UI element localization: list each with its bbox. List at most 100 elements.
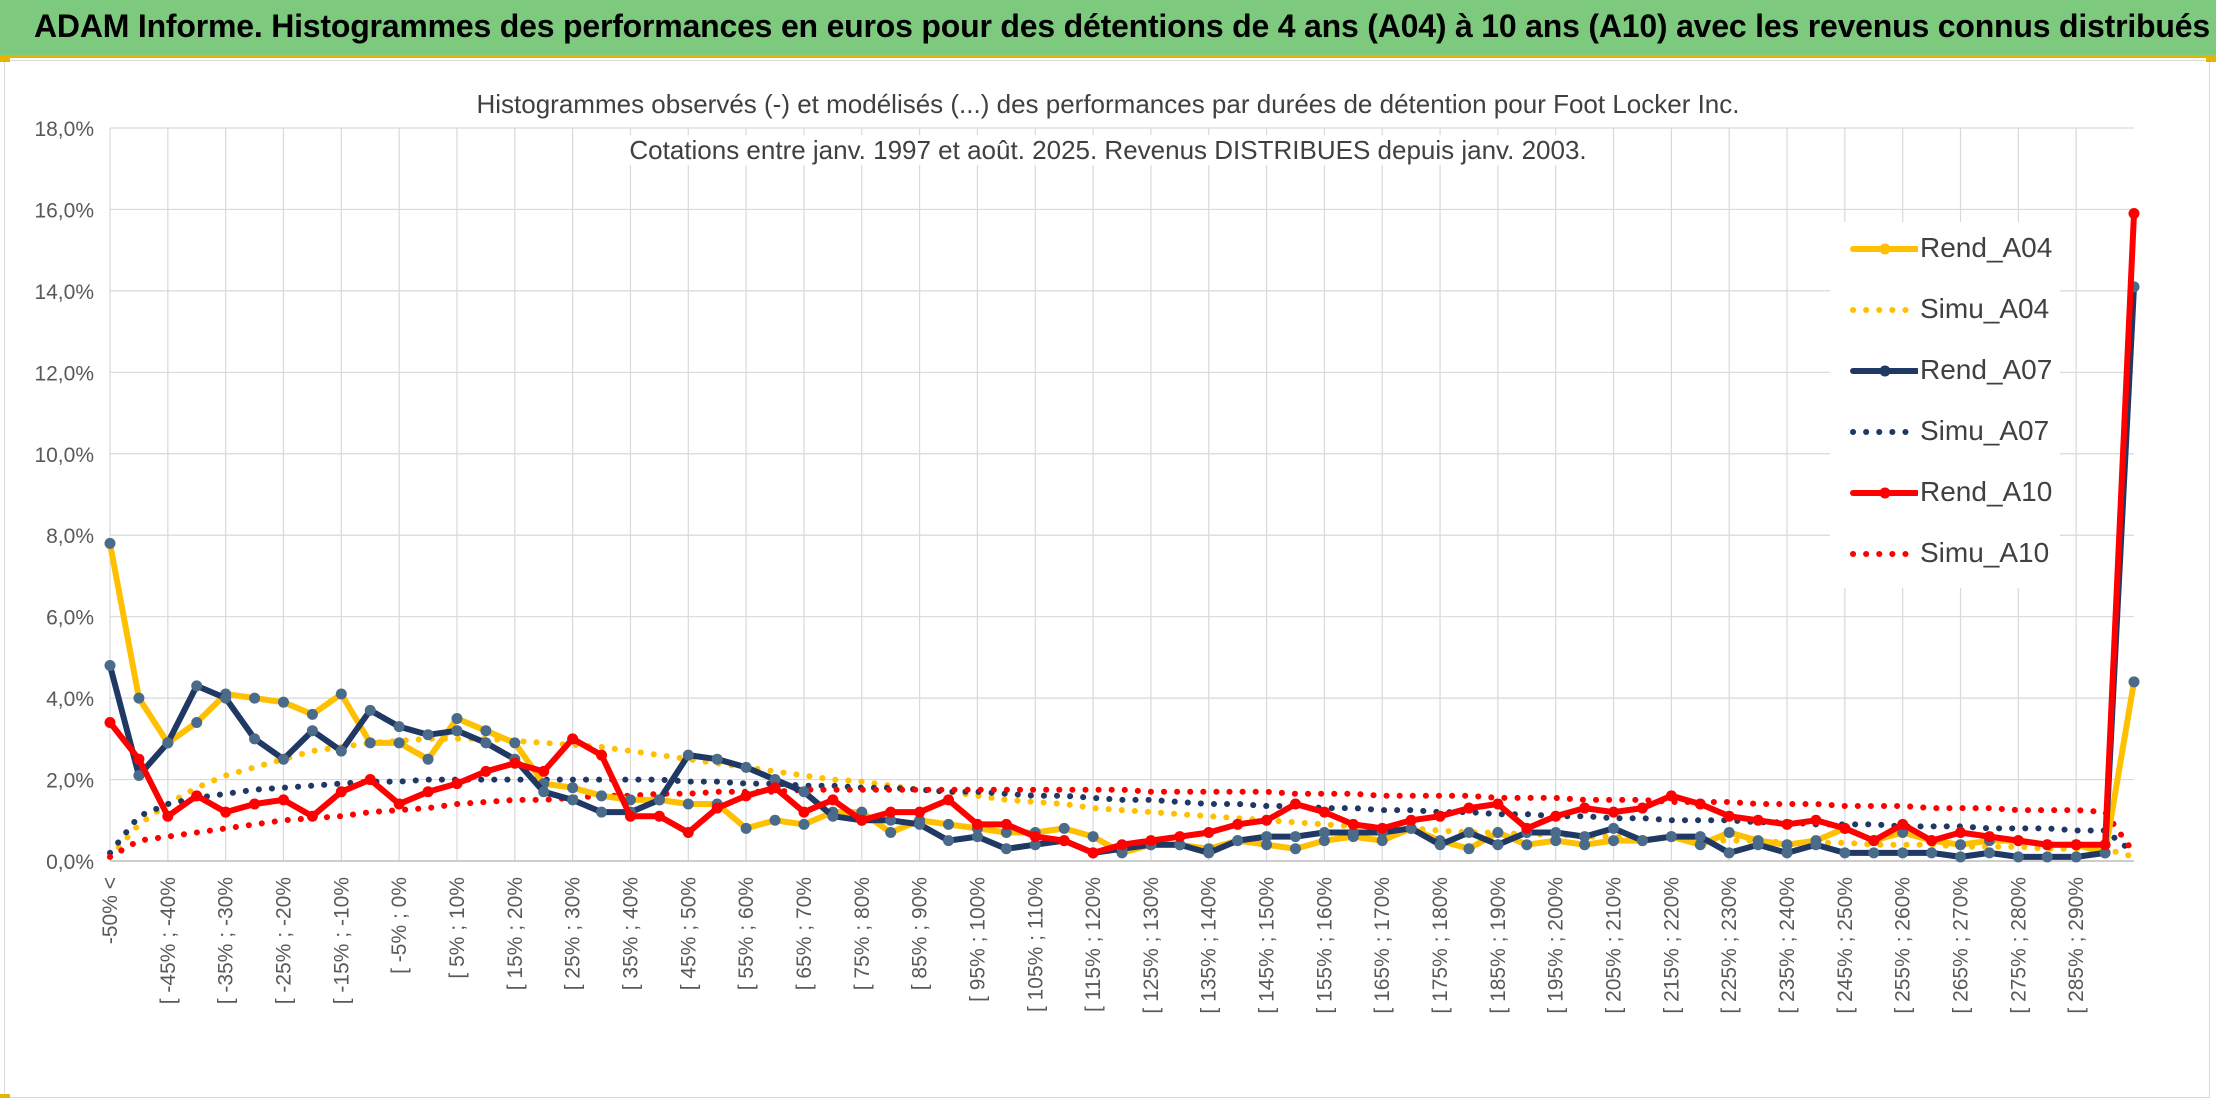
- series-line-simu-a07: [107, 776, 2137, 856]
- data-point: [1174, 831, 1186, 843]
- x-tick-label: [ 135% ; 140%: [1198, 877, 1221, 1014]
- legend-marker: [1879, 487, 1891, 499]
- y-tick-label: 12,0%: [34, 362, 94, 385]
- data-point: [1318, 826, 1330, 838]
- data-point: [133, 769, 145, 781]
- data-point: [885, 814, 897, 826]
- data-point: [1463, 843, 1475, 855]
- x-tick-label: [ 45% ; 50%: [677, 877, 700, 990]
- data-point: [1550, 835, 1562, 847]
- data-point: [480, 765, 492, 777]
- data-point: [943, 818, 955, 830]
- data-point: [191, 790, 203, 802]
- data-point: [1579, 831, 1591, 843]
- data-point: [740, 761, 752, 773]
- x-tick-label: -50% <: [99, 877, 122, 944]
- data-point: [1839, 847, 1851, 859]
- data-point: [2128, 676, 2140, 688]
- data-point: [596, 790, 608, 802]
- data-point: [1608, 835, 1620, 847]
- x-tick-label: [ 55% ; 60%: [735, 877, 758, 990]
- x-tick-label: [ 35% ; 40%: [619, 877, 642, 990]
- data-point: [393, 721, 405, 733]
- data-point: [1636, 835, 1648, 847]
- data-point: [2041, 851, 2053, 863]
- chart-frame: [4, 60, 2210, 1098]
- x-tick-label: [ 25% ; 30%: [562, 877, 585, 990]
- data-point: [1203, 847, 1215, 859]
- x-tick-label: [ 245% ; 250%: [1834, 877, 1857, 1014]
- data-point: [1289, 831, 1301, 843]
- data-point: [653, 810, 665, 822]
- data-point: [1608, 806, 1620, 818]
- data-point: [682, 798, 694, 810]
- data-point: [1868, 847, 1880, 859]
- chart-subtitle: Cotations entre janv. 1997 et août. 2025…: [623, 135, 1593, 165]
- data-point: [856, 814, 868, 826]
- y-tick-label: 18,0%: [34, 118, 94, 141]
- data-point: [1955, 826, 1967, 838]
- data-point: [1174, 839, 1186, 851]
- data-point: [191, 680, 203, 692]
- data-point: [971, 818, 983, 830]
- x-tick-label: [ -45% ; -40%: [157, 877, 180, 1004]
- data-point: [596, 749, 608, 761]
- x-tick-label: [ 145% ; 150%: [1256, 877, 1279, 1014]
- data-point: [1347, 818, 1359, 830]
- legend-marker: [1879, 365, 1891, 377]
- data-point: [1983, 847, 1995, 859]
- data-point: [393, 737, 405, 749]
- data-point: [827, 794, 839, 806]
- chart-title-wrap: Histogrammes observés (-) et modélisés (…: [0, 89, 2216, 120]
- data-point: [798, 786, 810, 798]
- x-tick-label: [ 125% ; 130%: [1140, 877, 1163, 1014]
- data-point: [885, 806, 897, 818]
- data-point: [798, 818, 810, 830]
- data-point: [1289, 798, 1301, 810]
- data-point: [682, 749, 694, 761]
- data-point: [711, 802, 723, 814]
- legend-item-simu-a10: Simu_A10: [1830, 527, 2060, 588]
- data-point: [1376, 835, 1388, 847]
- data-point: [1347, 826, 1359, 838]
- data-point: [1405, 814, 1417, 826]
- data-point: [335, 745, 347, 757]
- data-point: [1029, 831, 1041, 843]
- chart-legend: Rend_A04 Simu_A04 Rend_A07 Simu_A07 Rend_A10…: [1830, 222, 2060, 588]
- data-point: [2128, 208, 2140, 220]
- data-point: [1405, 822, 1417, 834]
- data-point: [422, 786, 434, 798]
- x-tick-label: [ 75% ; 80%: [851, 877, 874, 990]
- legend-label: Rend_A04: [1918, 232, 2053, 264]
- data-point: [538, 786, 550, 798]
- data-point: [538, 765, 550, 777]
- x-tick-label: [ -5% ; 0%: [388, 877, 411, 974]
- data-point: [798, 806, 810, 818]
- data-point: [249, 692, 261, 704]
- data-point: [567, 782, 579, 794]
- data-point: [1665, 831, 1677, 843]
- data-point: [133, 753, 145, 765]
- data-point: [451, 712, 463, 724]
- y-tick-label: 0,0%: [46, 851, 94, 874]
- data-point: [2070, 851, 2082, 863]
- data-point: [277, 696, 289, 708]
- data-point: [1694, 798, 1706, 810]
- data-point: [1463, 802, 1475, 814]
- data-point: [480, 725, 492, 737]
- data-point: [1926, 847, 1938, 859]
- data-point: [769, 814, 781, 826]
- data-point: [451, 725, 463, 737]
- data-point: [740, 790, 752, 802]
- data-point: [1203, 826, 1215, 838]
- x-tick-label: [ 215% ; 220%: [1660, 877, 1683, 1014]
- data-point: [1261, 839, 1273, 851]
- data-point: [2012, 835, 2024, 847]
- report-title: ADAM Informe. Histogrammes des performan…: [34, 8, 2210, 44]
- data-point: [2099, 847, 2111, 859]
- data-point: [567, 733, 579, 745]
- data-point: [306, 708, 318, 720]
- x-tick-label: [ 175% ; 180%: [1429, 877, 1452, 1014]
- x-tick-label: [ 235% ; 240%: [1776, 877, 1799, 1014]
- data-point: [306, 725, 318, 737]
